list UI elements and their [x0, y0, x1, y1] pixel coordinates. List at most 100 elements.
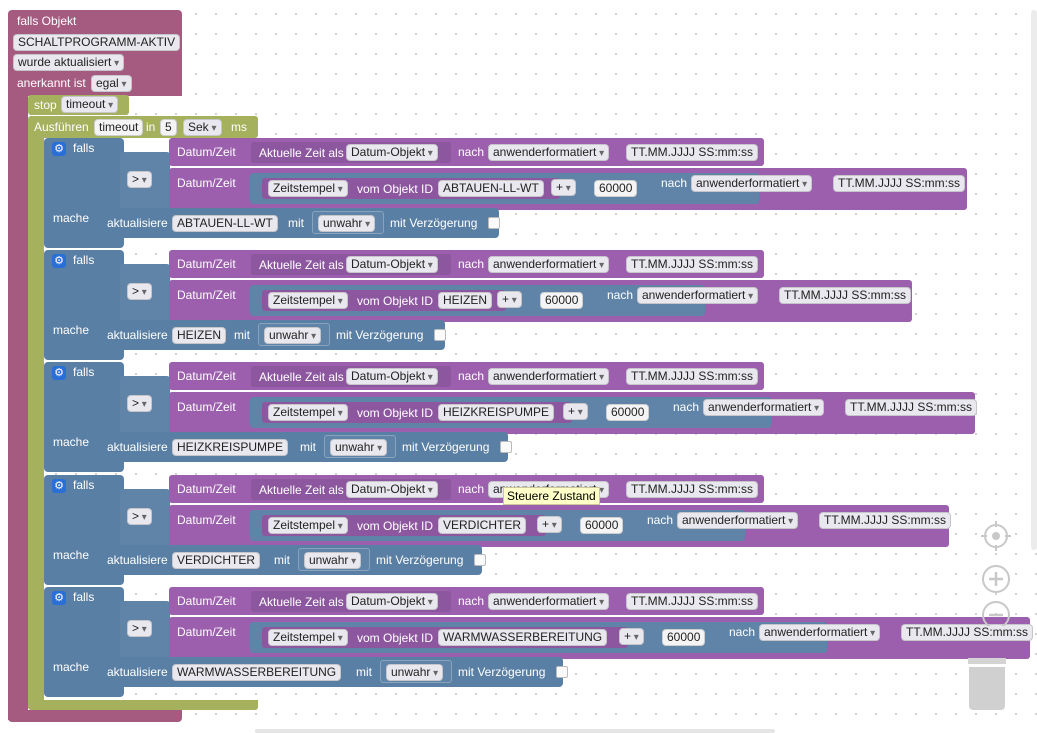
timestamp-dropdown[interactable]: Zeitstempel: [268, 180, 348, 197]
format-dropdown[interactable]: anwenderformatiert: [703, 399, 825, 416]
object-id-field[interactable]: ABTAUEN-LL-WT: [438, 180, 544, 197]
format-dropdown[interactable]: anwenderformatiert: [488, 368, 610, 385]
format-text-field[interactable]: TT.MM.JJJJ SS:mm:ss: [626, 593, 758, 610]
timeout-in-label: in: [146, 120, 156, 134]
value-dropdown[interactable]: unwahr: [304, 552, 362, 569]
summand-field[interactable]: 60000: [662, 629, 706, 646]
recenter-icon[interactable]: [981, 521, 1011, 551]
summand-field[interactable]: 60000: [594, 180, 638, 197]
date-object-dropdown[interactable]: Datum-Objekt: [346, 256, 438, 273]
gear-icon[interactable]: ⚙: [52, 142, 66, 156]
timestamp-dropdown[interactable]: Zeitstempel: [268, 629, 348, 646]
object-id-field[interactable]: HEIZKREISPUMPE: [438, 404, 555, 421]
nach-label: nach: [607, 288, 634, 302]
datumzeit-label: Datum/Zeit: [177, 594, 236, 608]
plus-dropdown[interactable]: +: [563, 403, 588, 420]
operator-dropdown[interactable]: >: [127, 283, 152, 300]
operator-dropdown[interactable]: >: [127, 171, 152, 188]
value-dropdown[interactable]: unwahr: [386, 664, 444, 681]
object-id-field[interactable]: HEIZEN: [438, 292, 493, 309]
timestamp-dropdown[interactable]: Zeitstempel: [268, 292, 348, 309]
trigger-event-dropdown[interactable]: wurde aktualisiert: [13, 54, 125, 71]
timeout-name-field[interactable]: timeout: [94, 119, 144, 136]
target-object-field[interactable]: HEIZKREISPUMPE: [172, 439, 289, 456]
format-text-field[interactable]: TT.MM.JJJJ SS:mm:ss: [819, 512, 951, 529]
format-dropdown[interactable]: anwenderformatiert: [637, 287, 759, 304]
delay-checkbox[interactable]: [556, 666, 568, 678]
gear-icon[interactable]: ⚙: [52, 254, 66, 268]
format-dropdown[interactable]: anwenderformatiert: [488, 144, 610, 161]
summand-field[interactable]: 60000: [580, 517, 624, 534]
format-dropdown[interactable]: anwenderformatiert: [677, 512, 799, 529]
zoom-in-icon[interactable]: [981, 564, 1011, 594]
value-dropdown[interactable]: unwahr: [264, 327, 322, 344]
plus-dropdown[interactable]: +: [537, 516, 562, 533]
gear-icon[interactable]: ⚙: [52, 479, 66, 493]
nach-label: nach: [729, 625, 756, 639]
format-text-field[interactable]: TT.MM.JJJJ SS:mm:ss: [833, 175, 965, 192]
format-text-field[interactable]: TT.MM.JJJJ SS:mm:ss: [779, 287, 911, 304]
format-text-field[interactable]: TT.MM.JJJJ SS:mm:ss: [626, 368, 758, 385]
delay-checkbox[interactable]: [488, 217, 500, 229]
datumzeit-label: Datum/Zeit: [177, 513, 236, 527]
target-object-field[interactable]: ABTAUEN-LL-WT: [172, 215, 278, 232]
ack-dropdown[interactable]: egal: [91, 75, 132, 92]
format-dropdown[interactable]: anwenderformatiert: [759, 624, 881, 641]
target-object-field[interactable]: HEIZEN: [172, 327, 227, 344]
date-object-dropdown[interactable]: Datum-Objekt: [346, 144, 438, 161]
gear-icon[interactable]: ⚙: [52, 366, 66, 380]
aktualisiere-label: aktualisiere: [107, 440, 168, 454]
falls-label: falls: [73, 478, 95, 492]
plus-dropdown[interactable]: +: [619, 628, 644, 645]
date-object-dropdown[interactable]: Datum-Objekt: [346, 593, 438, 610]
trash-icon[interactable]: [968, 658, 1006, 710]
summand-field[interactable]: 60000: [606, 404, 650, 421]
nach-label: nach: [673, 400, 700, 414]
format-text-field[interactable]: TT.MM.JJJJ SS:mm:ss: [901, 624, 1033, 641]
format-dropdown[interactable]: anwenderformatiert: [488, 256, 610, 273]
delay-label: mit Verzögerung: [458, 665, 546, 679]
timeout-unit-dropdown[interactable]: Sek: [183, 119, 222, 136]
plus-dropdown[interactable]: +: [497, 291, 522, 308]
target-object-field[interactable]: VERDICHTER: [172, 552, 261, 569]
delay-checkbox[interactable]: [434, 329, 446, 341]
trigger-object-field[interactable]: SCHALTPROGRAMM-AKTIV: [13, 34, 181, 51]
update-block[interactable]: [98, 208, 499, 238]
format-dropdown[interactable]: anwenderformatiert: [488, 593, 610, 610]
zoom-out-icon[interactable]: [981, 600, 1011, 626]
format-dropdown[interactable]: anwenderformatiert: [691, 175, 813, 192]
timestamp-dropdown[interactable]: Zeitstempel: [268, 404, 348, 421]
value-dropdown[interactable]: unwahr: [318, 215, 376, 232]
stop-timeout-dropdown[interactable]: timeout: [61, 96, 119, 113]
date-object-dropdown[interactable]: Datum-Objekt: [346, 368, 438, 385]
update-block[interactable]: [98, 432, 508, 462]
operator-dropdown[interactable]: >: [127, 620, 152, 637]
summand-field[interactable]: 60000: [540, 292, 584, 309]
format-text-field[interactable]: TT.MM.JJJJ SS:mm:ss: [626, 144, 758, 161]
operator-dropdown[interactable]: >: [127, 508, 152, 525]
delay-checkbox[interactable]: [500, 441, 512, 453]
scrollbar-horizontal[interactable]: [255, 729, 775, 733]
timestamp-dropdown[interactable]: Zeitstempel: [268, 517, 348, 534]
date-object-dropdown[interactable]: Datum-Objekt: [346, 481, 438, 498]
plus-dropdown[interactable]: +: [551, 179, 576, 196]
object-id-field[interactable]: WARMWASSERBEREITUNG: [438, 629, 608, 646]
object-id-field[interactable]: VERDICHTER: [438, 517, 527, 534]
format-text-field[interactable]: TT.MM.JJJJ SS:mm:ss: [626, 256, 758, 273]
datumzeit-label: Datum/Zeit: [177, 257, 236, 271]
timeout-delay-field[interactable]: 5: [160, 119, 177, 136]
scrollbar-vertical[interactable]: [1031, 10, 1037, 550]
format-text-field[interactable]: TT.MM.JJJJ SS:mm:ss: [626, 481, 758, 498]
delay-checkbox[interactable]: [474, 554, 486, 566]
tooltip: Steuere Zustand: [503, 487, 600, 505]
nach-label: nach: [458, 369, 485, 383]
target-object-field[interactable]: WARMWASSERBEREITUNG: [172, 664, 342, 681]
format-text-field[interactable]: TT.MM.JJJJ SS:mm:ss: [845, 399, 977, 416]
falls-label: falls: [73, 253, 95, 267]
update-block[interactable]: [98, 545, 482, 575]
operator-dropdown[interactable]: >: [127, 395, 152, 412]
vom-objekt-label: vom Objekt ID: [357, 519, 434, 533]
value-dropdown[interactable]: unwahr: [330, 439, 388, 456]
datumzeit-label: Datum/Zeit: [177, 369, 236, 383]
gear-icon[interactable]: ⚙: [52, 591, 66, 605]
